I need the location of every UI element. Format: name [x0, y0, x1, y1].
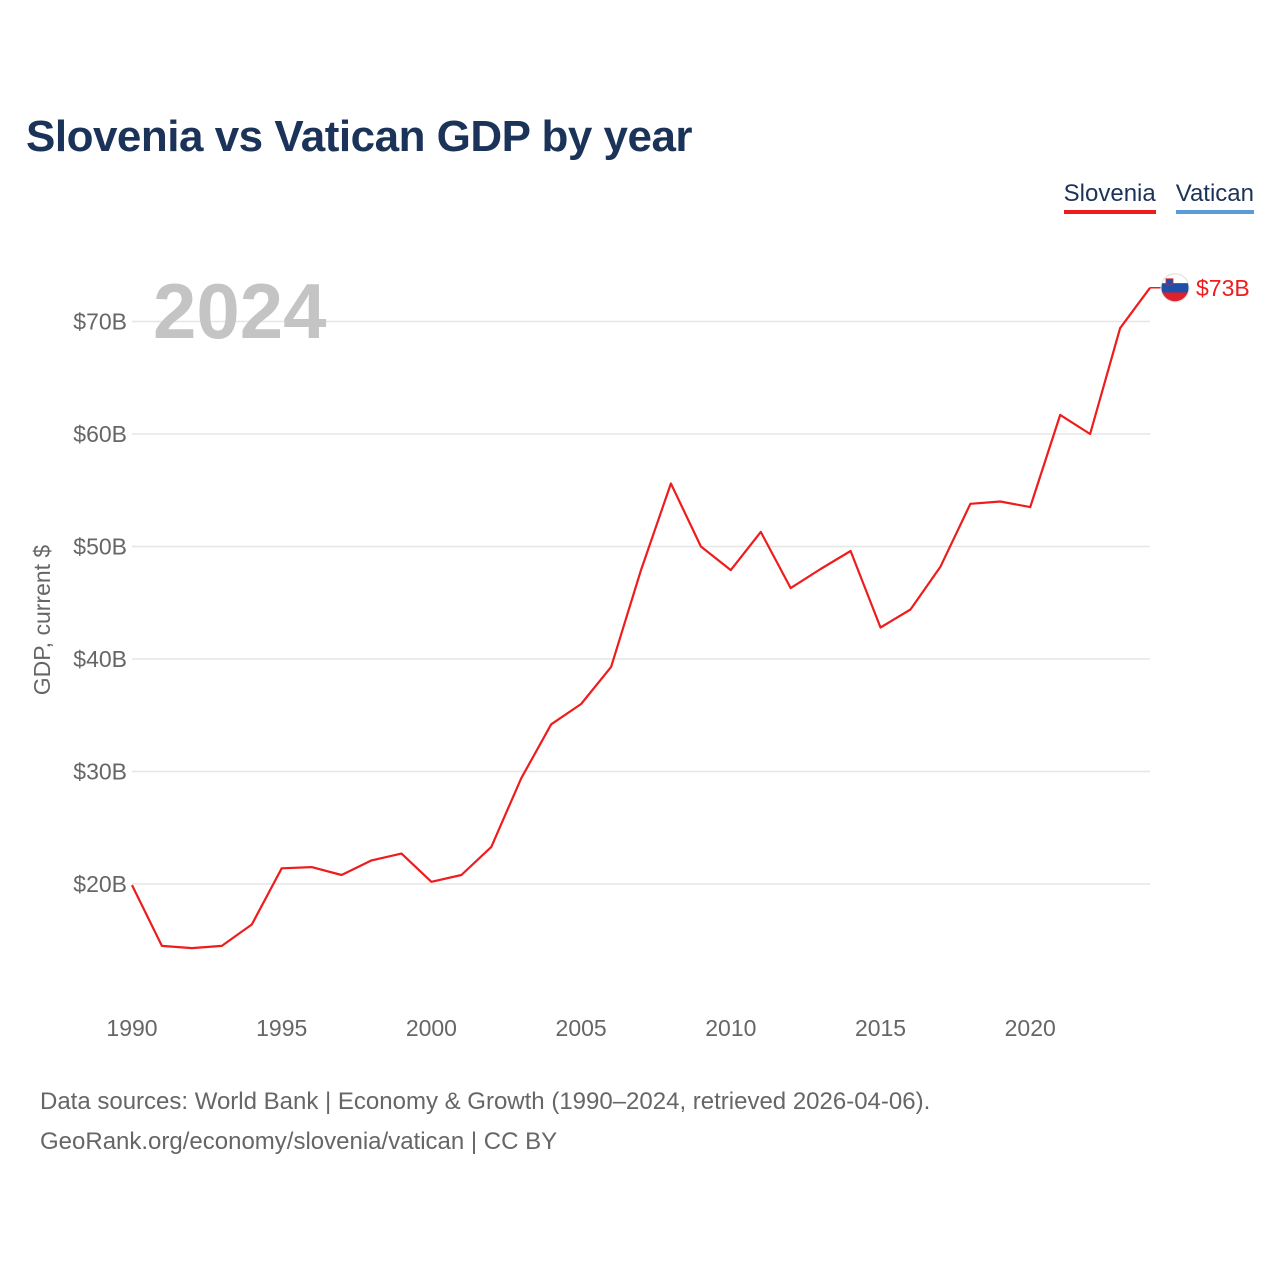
x-tick-labels: 1990 1995 2000 2005 2010 2015 2020	[106, 1015, 1055, 1041]
chart-title: Slovenia vs Vatican GDP by year	[26, 112, 693, 161]
footer: Data sources: World Bank | Economy & Gro…	[40, 1082, 930, 1162]
x-tick-label: 2005	[556, 1015, 607, 1041]
year-watermark: 2024	[153, 267, 327, 355]
y-axis-label: GDP, current $	[29, 545, 55, 696]
source-link[interactable]: GeoRank.org/economy/slovenia/vatican | C…	[40, 1128, 558, 1155]
y-tick-label: $40B	[73, 646, 127, 672]
series-end-marker: $73B	[1150, 273, 1250, 303]
x-tick-label: 2020	[1005, 1015, 1056, 1041]
legend: Slovenia Vatican	[1063, 180, 1254, 214]
legend-item-slovenia[interactable]: Slovenia	[1063, 180, 1156, 214]
x-tick-label: 1995	[256, 1015, 307, 1041]
y-tick-label: $30B	[73, 759, 127, 785]
x-tick-label: 1990	[106, 1015, 157, 1041]
series-line-slovenia[interactable]	[131, 287, 1151, 950]
y-tick-labels: $20B $30B $40B $50B $60B $70B	[73, 309, 127, 898]
series	[131, 287, 1151, 950]
legend-item-vatican[interactable]: Vatican	[1175, 180, 1254, 214]
source-note: Data sources: World Bank | Economy & Gro…	[40, 1088, 931, 1115]
gridlines	[132, 320, 1150, 885]
y-tick-label: $50B	[73, 534, 127, 560]
y-tick-label: $70B	[73, 309, 127, 335]
x-tick-label: 2000	[406, 1015, 457, 1041]
y-tick-label: $20B	[73, 871, 127, 897]
x-tick-label: 2010	[705, 1015, 756, 1041]
y-tick-label: $60B	[73, 421, 127, 447]
end-value-label: $73B	[1196, 275, 1250, 301]
x-tick-label: 2015	[855, 1015, 906, 1041]
slovenia-flag-icon	[1161, 273, 1189, 302]
